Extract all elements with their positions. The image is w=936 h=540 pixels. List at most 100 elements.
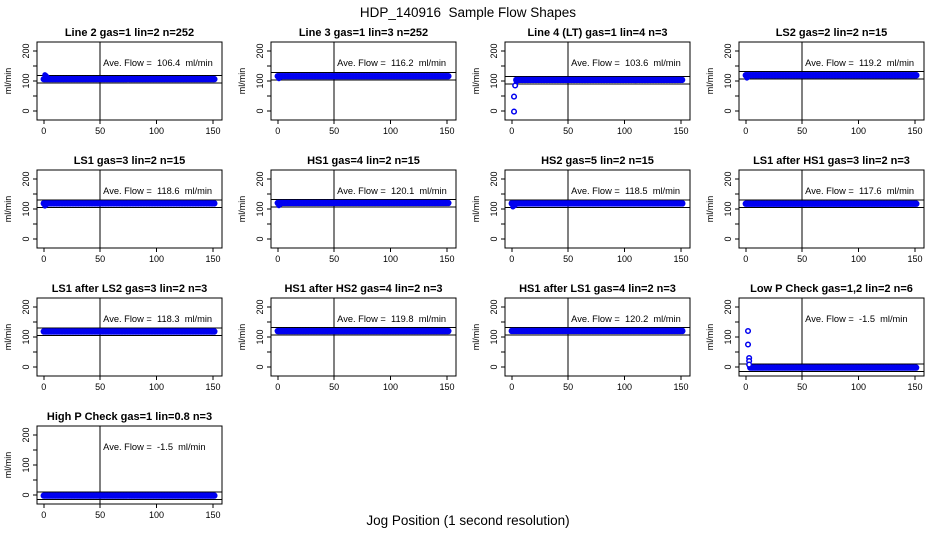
panel-plot: Ave. Flow = 118.6 ml/min 0 50 100 150 0 100 200… (3, 169, 223, 264)
svg-text:0: 0 (275, 382, 280, 392)
panel-title: High P Check gas=1 lin=0.8 n=3 (46, 411, 213, 423)
y-axis-unit-label: ml/min (3, 324, 13, 351)
svg-text:150: 150 (907, 382, 922, 392)
ave-flow-annotation: Ave. Flow = 118.6 ml/min (103, 186, 212, 196)
y-axis-unit-label: ml/min (237, 196, 247, 223)
svg-text:0: 0 (255, 236, 265, 241)
flow-panel: LS2 gas=2 lin=2 n=15 Ave. Flow = 119.2 m… (702, 26, 936, 154)
panel-title: LS1 after LS2 gas=3 lin=2 n=3 (51, 283, 208, 295)
svg-text:100: 100 (489, 73, 499, 88)
panel-title: LS1 after HS1 gas=3 lin=2 n=3 (753, 155, 910, 167)
panel-plot: Ave. Flow = 120.1 ml/min 0 50 100 150 0 100 200… (237, 169, 457, 264)
y-axis-unit-label: ml/min (471, 68, 481, 95)
svg-text:100: 100 (255, 73, 265, 88)
panel-plot: Ave. Flow = 118.3 ml/min 0 50 100 150 0 100 200… (3, 297, 223, 392)
y-axis-unit-label: ml/min (705, 324, 715, 351)
flow-panel: Low P Check gas=1,2 lin=2 n=6 Ave. Flow … (702, 282, 936, 410)
svg-text:50: 50 (329, 254, 339, 264)
ave-flow-annotation: Ave. Flow = -1.5 ml/min (805, 314, 907, 324)
flow-panel: Line 2 gas=1 lin=2 n=252 Ave. Flow = 106… (0, 26, 234, 154)
svg-text:0: 0 (509, 382, 514, 392)
panel-title: Low P Check gas=1,2 lin=2 n=6 (750, 283, 913, 295)
flow-panel: HS1 after LS1 gas=4 lin=2 n=3 Ave. Flow … (468, 282, 702, 410)
svg-text:100: 100 (851, 382, 866, 392)
panel-plot: Ave. Flow = 120.2 ml/min 0 50 100 150 0 100 200… (471, 297, 691, 392)
flow-panel: Line 3 gas=1 lin=3 n=252 Ave. Flow = 116… (234, 26, 468, 154)
svg-text:0: 0 (21, 364, 31, 369)
svg-text:100: 100 (383, 382, 398, 392)
svg-text:50: 50 (797, 126, 807, 136)
svg-text:0: 0 (21, 492, 31, 497)
ave-flow-annotation: Ave. Flow = 120.2 ml/min (571, 314, 681, 324)
svg-text:0: 0 (41, 254, 46, 264)
svg-text:100: 100 (149, 126, 164, 136)
panel-plot: Ave. Flow = 116.2 ml/min 0 50 100 150 0 100 200… (237, 41, 457, 136)
svg-text:200: 200 (21, 171, 31, 186)
svg-text:0: 0 (489, 364, 499, 369)
ave-flow-annotation: Ave. Flow = 119.2 ml/min (805, 58, 914, 68)
flow-panel: LS1 gas=3 lin=2 n=15 Ave. Flow = 118.6 m… (0, 154, 234, 282)
svg-text:50: 50 (329, 126, 339, 136)
svg-text:50: 50 (329, 382, 339, 392)
panel-plot: Ave. Flow = 106.4 ml/min 0 50 100 150 0 100 200… (3, 41, 223, 136)
panel-title: Line 2 gas=1 lin=2 n=252 (64, 27, 195, 39)
ave-flow-annotation: Ave. Flow = 119.8 ml/min (337, 314, 446, 324)
svg-text:0: 0 (255, 364, 265, 369)
svg-text:50: 50 (95, 126, 105, 136)
panel-plot: Ave. Flow = 117.6 ml/min 0 50 100 150 0 100 200… (705, 169, 925, 264)
ave-flow-annotation: Ave. Flow = 118.3 ml/min (103, 314, 212, 324)
y-axis-unit-label: ml/min (705, 196, 715, 223)
svg-text:150: 150 (673, 126, 688, 136)
flow-panel: HS1 after HS2 gas=4 lin=2 n=3 Ave. Flow … (234, 282, 468, 410)
svg-text:50: 50 (797, 382, 807, 392)
svg-text:0: 0 (21, 236, 31, 241)
svg-text:100: 100 (489, 329, 499, 344)
svg-text:0: 0 (509, 254, 514, 264)
svg-text:150: 150 (205, 510, 220, 520)
flow-panel: LS1 after LS2 gas=3 lin=2 n=3 Ave. Flow … (0, 282, 234, 410)
svg-text:0: 0 (489, 236, 499, 241)
panel-plot: Ave. Flow = 118.5 ml/min 0 50 100 150 0 100 200… (471, 169, 691, 264)
panel-plot: Ave. Flow = 119.8 ml/min 0 50 100 150 0 100 200… (237, 297, 457, 392)
svg-text:200: 200 (723, 43, 733, 58)
svg-text:100: 100 (255, 201, 265, 216)
svg-text:200: 200 (255, 171, 265, 186)
ave-flow-annotation: Ave. Flow = 116.2 ml/min (337, 58, 446, 68)
svg-text:0: 0 (509, 126, 514, 136)
y-axis-unit-label: ml/min (3, 68, 13, 95)
ave-flow-annotation: Ave. Flow = -1.5 ml/min (103, 442, 205, 452)
panel-title: HS1 gas=4 lin=2 n=15 (307, 155, 420, 167)
svg-text:200: 200 (21, 43, 31, 58)
svg-text:100: 100 (21, 201, 31, 216)
panel-title: LS1 gas=3 lin=2 n=15 (73, 155, 186, 167)
svg-text:50: 50 (95, 254, 105, 264)
svg-text:100: 100 (149, 382, 164, 392)
svg-text:200: 200 (21, 427, 31, 442)
panel-plot: Ave. Flow = -1.5 ml/min 0 50 100 150 0 100 200 m… (3, 425, 223, 520)
y-axis-unit-label: ml/min (3, 452, 13, 479)
panel-title: Line 3 gas=1 lin=3 n=252 (298, 27, 429, 39)
svg-text:100: 100 (383, 126, 398, 136)
svg-text:0: 0 (723, 108, 733, 113)
svg-text:200: 200 (489, 171, 499, 186)
panel-title: HS1 after LS1 gas=4 lin=2 n=3 (519, 283, 676, 295)
svg-text:0: 0 (489, 108, 499, 113)
panel-plot: Ave. Flow = 103.6 ml/min 0 50 100 150 0 100 200… (471, 41, 691, 136)
svg-text:100: 100 (21, 329, 31, 344)
svg-text:100: 100 (149, 510, 164, 520)
ave-flow-annotation: Ave. Flow = 118.5 ml/min (571, 186, 680, 196)
svg-text:100: 100 (255, 329, 265, 344)
svg-text:0: 0 (41, 510, 46, 520)
svg-text:200: 200 (255, 43, 265, 58)
svg-text:50: 50 (563, 126, 573, 136)
ave-flow-annotation: Ave. Flow = 117.6 ml/min (805, 186, 914, 196)
svg-text:200: 200 (489, 299, 499, 314)
svg-text:150: 150 (439, 382, 454, 392)
ave-flow-annotation: Ave. Flow = 106.4 ml/min (103, 58, 213, 68)
svg-text:0: 0 (21, 108, 31, 113)
flow-panel: Line 4 (LT) gas=1 lin=4 n=3 Ave. Flow = … (468, 26, 702, 154)
svg-text:100: 100 (851, 126, 866, 136)
ave-flow-annotation: Ave. Flow = 103.6 ml/min (571, 58, 681, 68)
panel-title: Line 4 (LT) gas=1 lin=4 n=3 (527, 27, 668, 39)
svg-text:100: 100 (489, 201, 499, 216)
